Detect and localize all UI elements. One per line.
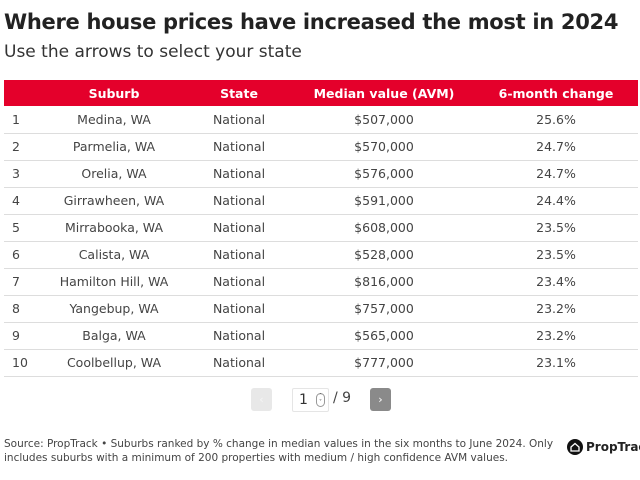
- table-cell: Medina, WA: [44, 106, 184, 134]
- table-cell: $757,000: [294, 295, 474, 323]
- table-row: 7 Hamilton Hill, WA National $816,000 23.4%: [4, 268, 638, 296]
- table-cell: $816,000: [294, 268, 474, 296]
- table-row: 4 Girrawheen, WA National $591,000 24.4%: [4, 187, 638, 215]
- house-icon: [567, 439, 583, 455]
- table-cell: 23.4%: [474, 268, 638, 296]
- table-cell: $565,000: [294, 322, 474, 350]
- table-cell: Orelia, WA: [44, 160, 184, 188]
- source-note: Source: PropTrack • Suburbs ranked by % …: [4, 438, 554, 464]
- table-cell: 1: [4, 106, 44, 134]
- table-cell: National: [184, 133, 294, 161]
- table-cell: 23.2%: [474, 322, 638, 350]
- table-cell: National: [184, 214, 294, 242]
- table-cell: 23.2%: [474, 295, 638, 323]
- page-total: / 9: [333, 390, 352, 406]
- table-cell: National: [184, 349, 294, 377]
- table-cell: 24.7%: [474, 133, 638, 161]
- column-header: Median value (AVM): [294, 80, 474, 106]
- table-cell: $576,000: [294, 160, 474, 188]
- table-cell: Parmelia, WA: [44, 133, 184, 161]
- table-cell: $591,000: [294, 187, 474, 215]
- column-header: [4, 80, 44, 106]
- table-row: 10 Coolbellup, WA National $777,000 23.1%: [4, 349, 638, 377]
- table-cell: National: [184, 268, 294, 296]
- page-spinner-icon[interactable]: ˄ ˅: [316, 393, 325, 407]
- proptrack-logo: PropTrack: [567, 439, 640, 455]
- table-cell: National: [184, 160, 294, 188]
- table-row: 9 Balga, WA National $565,000 23.2%: [4, 322, 638, 350]
- table-cell: 24.7%: [474, 160, 638, 188]
- table-cell: Yangebup, WA: [44, 295, 184, 323]
- table-cell: $528,000: [294, 241, 474, 269]
- prev-page-button[interactable]: ‹: [251, 388, 272, 411]
- table-cell: Calista, WA: [44, 241, 184, 269]
- column-header: Suburb: [44, 80, 184, 106]
- table-row: 1 Medina, WA National $507,000 25.6%: [4, 106, 638, 134]
- pagination: ‹ 1 ˄ ˅ / 9 ›: [0, 388, 640, 412]
- table-row: 6 Calista, WA National $528,000 23.5%: [4, 241, 638, 269]
- table-cell: 4: [4, 187, 44, 215]
- table-cell: 5: [4, 214, 44, 242]
- table-cell: 2: [4, 133, 44, 161]
- table-cell: National: [184, 187, 294, 215]
- table-cell: 3: [4, 160, 44, 188]
- table-cell: Girrawheen, WA: [44, 187, 184, 215]
- suburb-table: Suburb State Median value (AVM) 6-month cha…: [4, 80, 638, 377]
- page-number: 1: [299, 392, 308, 408]
- table-row: 8 Yangebup, WA National $757,000 23.2%: [4, 295, 638, 323]
- table-cell: 24.4%: [474, 187, 638, 215]
- page-input[interactable]: 1 ˄ ˅: [292, 388, 329, 412]
- table-cell: 23.5%: [474, 241, 638, 269]
- page-subtitle: Use the arrows to select your state: [4, 42, 302, 62]
- table-cell: 9: [4, 322, 44, 350]
- table-cell: 8: [4, 295, 44, 323]
- table-cell: National: [184, 106, 294, 134]
- logo-text: PropTrack: [586, 440, 640, 454]
- table-cell: $777,000: [294, 349, 474, 377]
- table-cell: $608,000: [294, 214, 474, 242]
- table-cell: 23.1%: [474, 349, 638, 377]
- table-cell: $507,000: [294, 106, 474, 134]
- table-cell: 10: [4, 349, 44, 377]
- table-cell: 23.5%: [474, 214, 638, 242]
- table-cell: 7: [4, 268, 44, 296]
- table-cell: National: [184, 295, 294, 323]
- column-header: State: [184, 80, 294, 106]
- table-cell: Balga, WA: [44, 322, 184, 350]
- column-header: 6-month change: [474, 80, 638, 106]
- page-title: Where house prices have increased the mo…: [4, 10, 619, 34]
- next-page-button[interactable]: ›: [370, 388, 391, 411]
- table-cell: Coolbellup, WA: [44, 349, 184, 377]
- table-row: 3 Orelia, WA National $576,000 24.7%: [4, 160, 638, 188]
- table-cell: National: [184, 241, 294, 269]
- table-cell: National: [184, 322, 294, 350]
- table-row: 5 Mirrabooka, WA National $608,000 23.5%: [4, 214, 638, 242]
- table-cell: $570,000: [294, 133, 474, 161]
- table-cell: 6: [4, 241, 44, 269]
- table-cell: 25.6%: [474, 106, 638, 134]
- table-row: 2 Parmelia, WA National $570,000 24.7%: [4, 133, 638, 161]
- table-cell: Mirrabooka, WA: [44, 214, 184, 242]
- table-cell: Hamilton Hill, WA: [44, 268, 184, 296]
